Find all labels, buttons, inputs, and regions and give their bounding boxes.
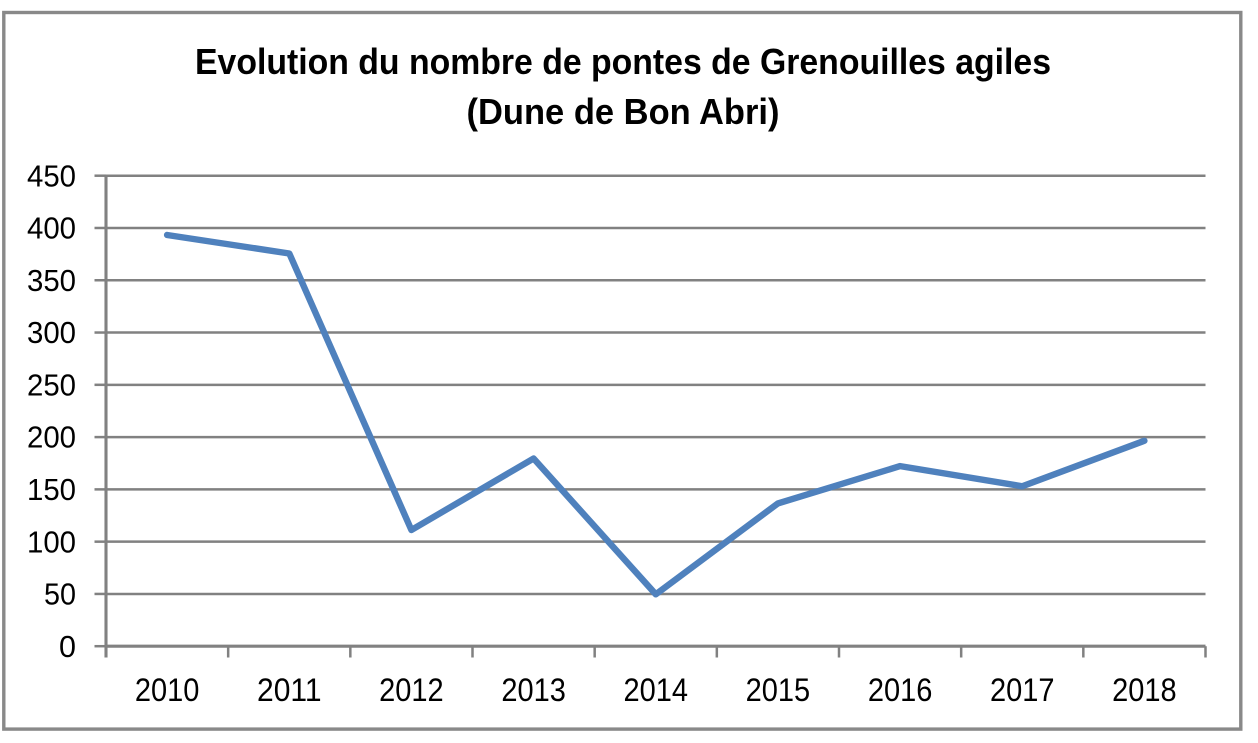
svg-text:200: 200 [27, 421, 76, 455]
svg-text:50: 50 [44, 578, 76, 612]
svg-text:350: 350 [27, 264, 76, 298]
svg-text:250: 250 [27, 368, 76, 402]
svg-text:2010: 2010 [135, 672, 200, 708]
svg-text:2015: 2015 [746, 672, 811, 708]
svg-text:2017: 2017 [990, 672, 1055, 708]
svg-text:2011: 2011 [257, 672, 322, 708]
svg-text:0: 0 [59, 630, 76, 664]
svg-text:Evolution du nombre de pontes: Evolution du nombre de pontes de Grenoui… [195, 41, 1051, 82]
svg-text:400: 400 [27, 212, 76, 246]
svg-text:2013: 2013 [501, 672, 566, 708]
svg-text:450: 450 [27, 159, 76, 193]
svg-text:150: 150 [27, 473, 76, 507]
svg-text:2018: 2018 [1112, 672, 1177, 708]
svg-text:(Dune de Bon Abri): (Dune de Bon Abri) [467, 91, 780, 132]
svg-text:100: 100 [27, 525, 76, 559]
svg-text:2014: 2014 [624, 672, 689, 708]
svg-text:2012: 2012 [379, 672, 444, 708]
svg-text:2016: 2016 [868, 672, 933, 708]
svg-text:300: 300 [27, 316, 76, 350]
